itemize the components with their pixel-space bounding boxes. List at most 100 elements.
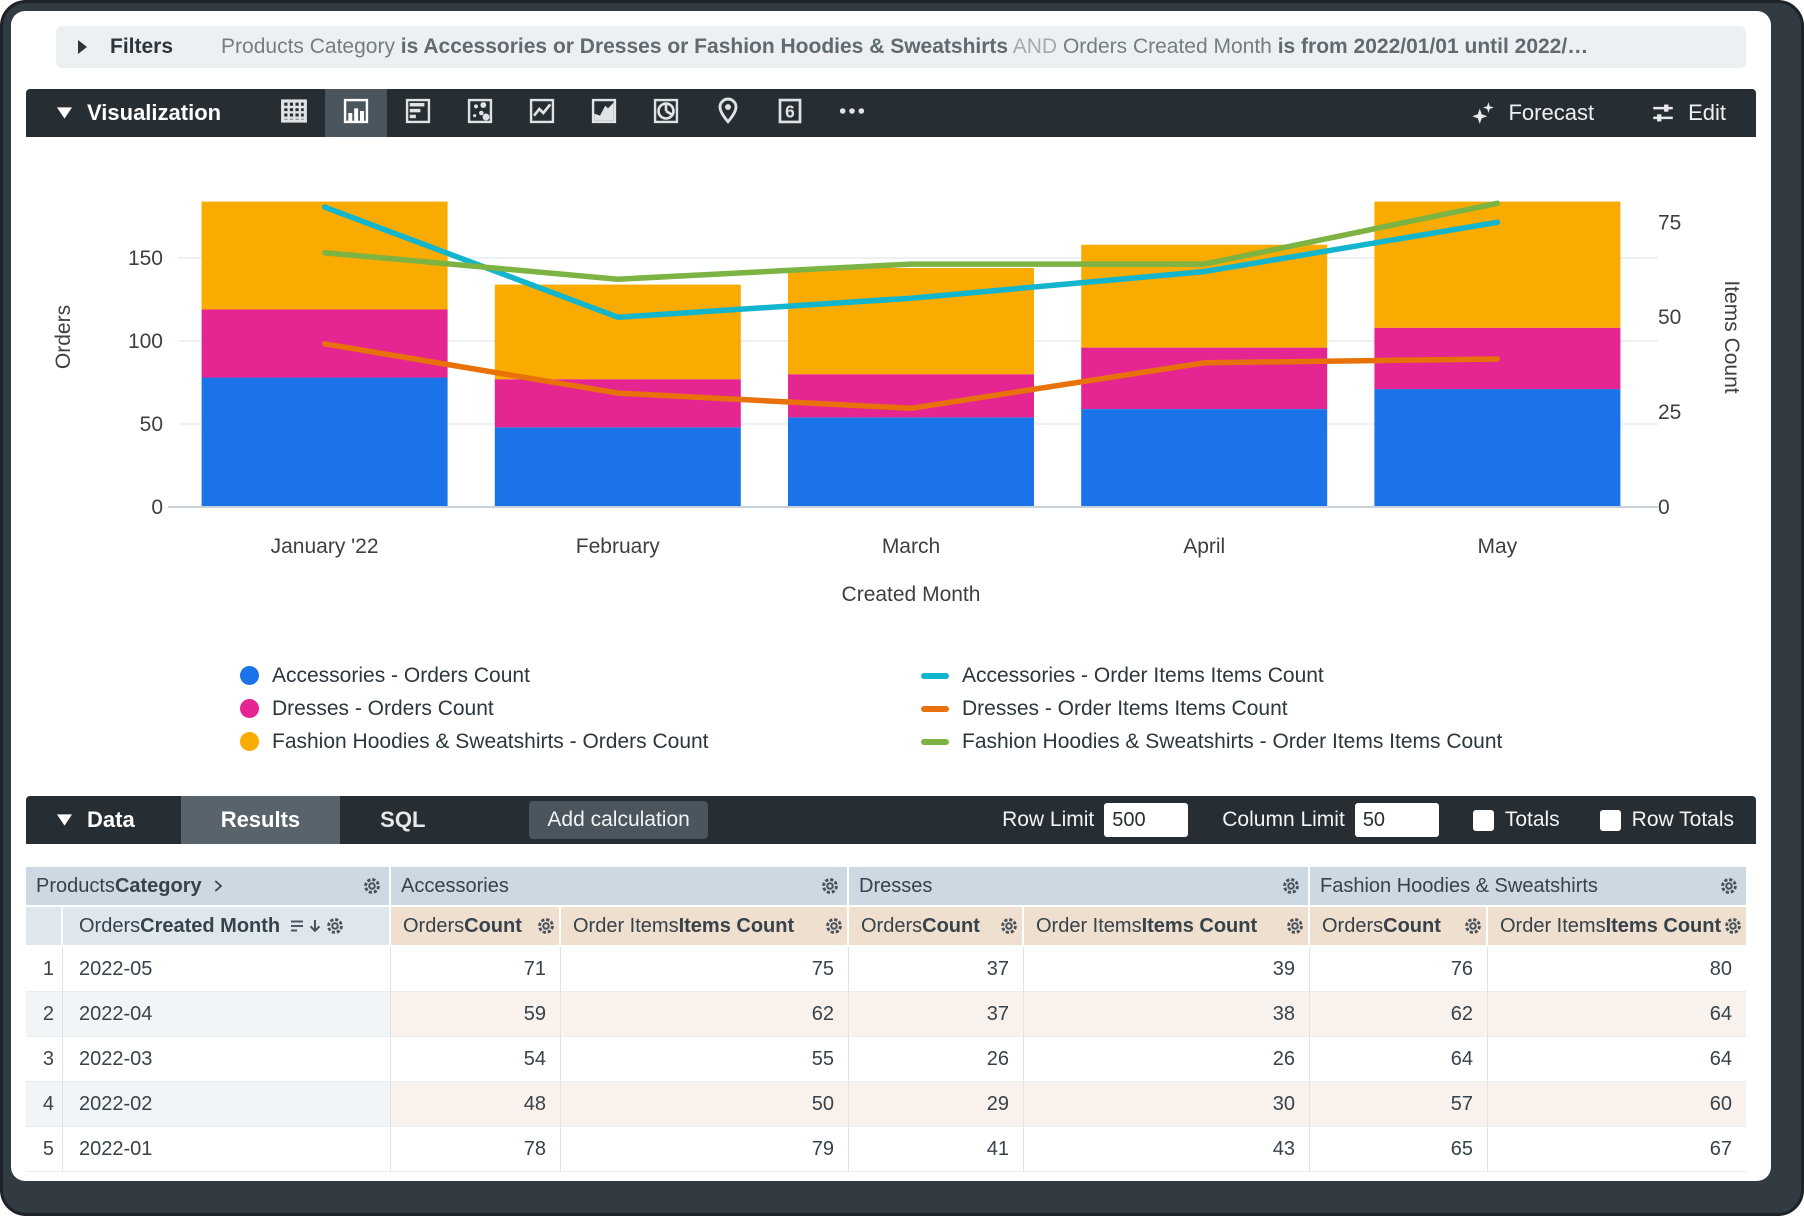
filter-segment: Orders Created Month: [1062, 35, 1272, 58]
sparkle-icon: [1472, 102, 1495, 124]
measure-cell[interactable]: 43: [1024, 1127, 1310, 1172]
tab-results[interactable]: Results: [180, 796, 341, 844]
svg-text:Orders: Orders: [52, 305, 75, 369]
measure-cell[interactable]: 65: [1310, 1127, 1488, 1172]
filters-bar[interactable]: Filters Products Category is Accessories…: [56, 26, 1746, 68]
svg-text:0: 0: [151, 496, 163, 519]
header-group-2[interactable]: Dresses: [849, 867, 1310, 907]
measure-cell[interactable]: 38: [1024, 992, 1310, 1037]
viz-type-bar-button[interactable]: [387, 89, 449, 137]
viz-type-more-button[interactable]: [821, 89, 883, 137]
legend-item[interactable]: Dresses - Orders Count: [240, 692, 709, 725]
measure-cell[interactable]: 50: [561, 1082, 849, 1127]
gear-icon[interactable]: [535, 915, 557, 937]
gear-icon[interactable]: [819, 875, 841, 897]
gear-icon[interactable]: [1284, 915, 1306, 937]
legend-item[interactable]: Accessories - Orders Count: [240, 659, 709, 692]
sort-desc-icon[interactable]: [306, 917, 324, 935]
header-products-category[interactable]: Products Category: [26, 867, 391, 907]
measure-cell[interactable]: 64: [1310, 1037, 1488, 1082]
legend-item[interactable]: Dresses - Order Items Items Count: [921, 692, 1502, 725]
measure-cell[interactable]: 79: [561, 1127, 849, 1172]
legend-item[interactable]: Accessories - Order Items Items Count: [921, 659, 1502, 692]
gear-icon[interactable]: [998, 915, 1020, 937]
measure-cell[interactable]: 80: [1488, 947, 1746, 992]
measure-cell[interactable]: 59: [391, 992, 561, 1037]
viz-type-table-button[interactable]: [263, 89, 325, 137]
chevron-down-icon[interactable]: [56, 106, 73, 120]
measure-cell[interactable]: 26: [849, 1037, 1024, 1082]
gear-icon[interactable]: [1462, 915, 1484, 937]
dimension-cell[interactable]: 2022-04: [63, 992, 391, 1037]
legend-item[interactable]: Fashion Hoodies & Sweatshirts - Orders C…: [240, 725, 709, 758]
gear-icon[interactable]: [1280, 875, 1302, 897]
subtotals-icon[interactable]: [288, 917, 306, 935]
chevron-down-icon[interactable]: [56, 813, 73, 827]
measure-cell[interactable]: 41: [849, 1127, 1024, 1172]
measure-cell[interactable]: 78: [391, 1127, 561, 1172]
measure-cell[interactable]: 54: [391, 1037, 561, 1082]
chevron-right-icon[interactable]: [72, 37, 92, 57]
measure-cell[interactable]: 62: [561, 992, 849, 1037]
gear-icon[interactable]: [1722, 915, 1744, 937]
viz-type-single-value-button[interactable]: 6: [759, 89, 821, 137]
measure-cell[interactable]: 60: [1488, 1082, 1746, 1127]
measure-cell[interactable]: 55: [561, 1037, 849, 1082]
dimension-cell[interactable]: 2022-03: [63, 1037, 391, 1082]
svg-text:March: March: [882, 535, 940, 558]
measure-cell[interactable]: 71: [391, 947, 561, 992]
header-measure[interactable]: Order Items Items Count: [1024, 907, 1310, 947]
tab-sql[interactable]: SQL: [380, 807, 426, 832]
edit-button[interactable]: Edit: [1650, 100, 1726, 126]
measure-cell[interactable]: 37: [849, 992, 1024, 1037]
svg-text:25: 25: [1658, 401, 1681, 424]
viz-type-pie-button[interactable]: [635, 89, 697, 137]
header-orders-created-month[interactable]: Orders Created Month: [63, 907, 391, 947]
combo-chart[interactable]: 0 50 100 150 0 25 50 75 January '22 February March…: [26, 137, 1756, 637]
measure-cell[interactable]: 48: [391, 1082, 561, 1127]
dimension-cell[interactable]: 2022-01: [63, 1127, 391, 1172]
header-measure[interactable]: Orders Count: [1310, 907, 1488, 947]
measure-cell[interactable]: 75: [561, 947, 849, 992]
header-group-3[interactable]: Fashion Hoodies & Sweatshirts: [1310, 867, 1746, 907]
legend-item[interactable]: Fashion Hoodies & Sweatshirts - Order It…: [921, 725, 1502, 758]
measure-cell[interactable]: 30: [1024, 1082, 1310, 1127]
measure-cell[interactable]: 37: [849, 947, 1024, 992]
measure-cell[interactable]: 29: [849, 1082, 1024, 1127]
measure-cell[interactable]: 39: [1024, 947, 1310, 992]
measure-cell[interactable]: 64: [1488, 1037, 1746, 1082]
viz-type-column-button[interactable]: [325, 89, 388, 137]
bar-chart-icon: [402, 95, 434, 132]
totals-checkbox[interactable]: [1472, 809, 1494, 831]
gear-icon[interactable]: [361, 875, 383, 897]
column-chart-icon: [340, 95, 372, 132]
forecast-button[interactable]: Forecast: [1470, 100, 1594, 126]
header-measure[interactable]: Order Items Items Count: [561, 907, 849, 947]
viz-type-area-button[interactable]: [573, 89, 635, 137]
gear-icon[interactable]: [823, 915, 845, 937]
measure-cell[interactable]: 64: [1488, 992, 1746, 1037]
viz-type-map-button[interactable]: [697, 89, 759, 137]
header-measure[interactable]: Order Items Items Count: [1488, 907, 1746, 947]
dimension-cell[interactable]: 2022-02: [63, 1082, 391, 1127]
measure-cell[interactable]: 57: [1310, 1082, 1488, 1127]
header-measure[interactable]: Orders Count: [391, 907, 561, 947]
dimension-cell[interactable]: 2022-05: [63, 947, 391, 992]
filter-segment: Products Category: [221, 35, 395, 58]
header-group-1[interactable]: Accessories: [391, 867, 849, 907]
viz-type-scatter-button[interactable]: [449, 89, 511, 137]
header-measure[interactable]: Orders Count: [849, 907, 1024, 947]
column-limit-input[interactable]: [1354, 803, 1439, 837]
viz-type-line-button[interactable]: [511, 89, 573, 137]
measure-cell[interactable]: 62: [1310, 992, 1488, 1037]
add-calculation-button[interactable]: Add calculation: [529, 801, 708, 839]
row-limit-input[interactable]: [1104, 803, 1189, 837]
measure-cell[interactable]: 26: [1024, 1037, 1310, 1082]
gear-icon[interactable]: [1718, 875, 1740, 897]
measure-cell[interactable]: 76: [1310, 947, 1488, 992]
measure-cell[interactable]: 67: [1488, 1127, 1746, 1172]
svg-text:Items Count: Items Count: [1720, 280, 1743, 393]
gear-icon[interactable]: [324, 915, 346, 937]
row-totals-checkbox[interactable]: [1599, 809, 1621, 831]
table-chart-icon: [278, 95, 310, 132]
